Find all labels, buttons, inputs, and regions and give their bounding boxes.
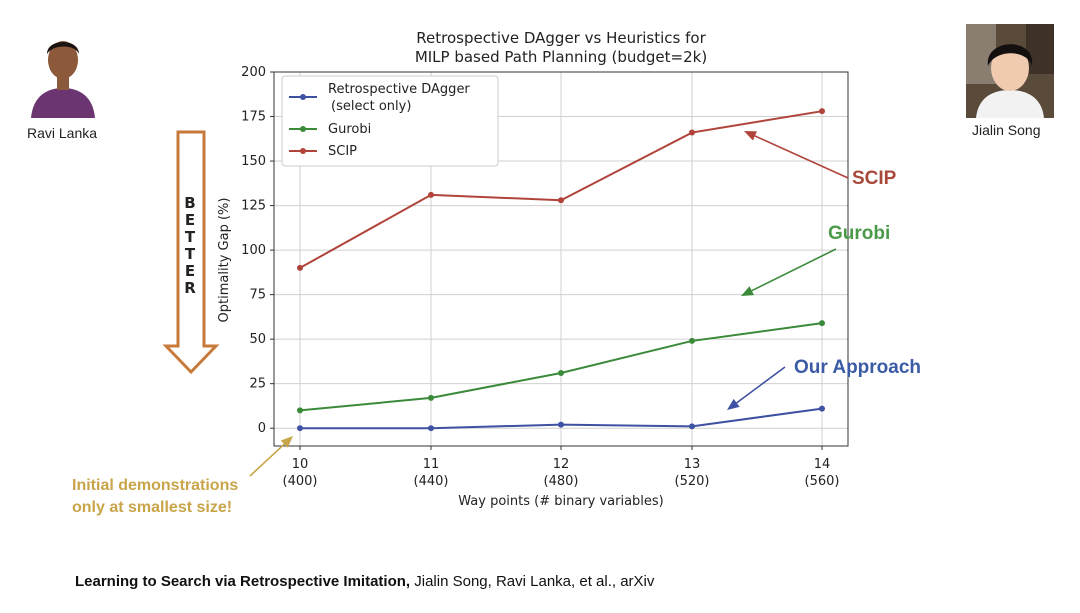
chart-title-line-1: Retrospective DAgger vs Heuristics for [416,29,706,47]
y-tick-label: 150 [241,154,266,169]
better-letter: E [184,211,196,229]
data-point [558,369,564,376]
chart-text: 0 25 50 75 100 125 150 175 200 10 (400) 11 (440) 12 (4… [217,29,839,509]
data-point [819,405,825,412]
y-tick-label: 100 [241,243,266,258]
citation-authors: Jialin Song, Ravi Lanka, et al., arXiv [410,573,655,590]
better-letter: R [184,279,196,297]
data-point [297,425,303,432]
gurobi-arrow-shaft [751,248,837,292]
better-letter: E [184,262,196,280]
legend-marker [300,94,306,100]
legend-marker [300,148,306,154]
legend-label: Gurobi [328,122,371,137]
x-tick-sublabel: (520) [675,474,710,489]
ours-arrow-head [727,398,740,410]
data-point [297,407,303,414]
y-tick-label: 175 [241,110,266,125]
scip-arrow-shaft [754,135,849,179]
note-line-1: Initial demonstrations [72,477,239,494]
legend-label-line-2: (select only) [331,99,411,114]
data-point [819,108,825,115]
x-tick-label: 14 [814,457,831,472]
x-tick-label: 11 [423,457,440,472]
note-arrow-head [280,436,293,448]
jialin-song-name: Jialin Song [972,122,1041,138]
data-point [558,197,564,204]
data-point [428,394,434,401]
x-tick-label: 12 [553,457,570,472]
legend-marker [300,126,306,132]
series [297,108,825,432]
citation: Learning to Search via Retrospective Imi… [75,573,654,590]
gurobi-callout: Gurobi [828,223,891,244]
note-arrow-shaft [249,443,285,477]
data-point [689,129,695,136]
legend: Retrospective DAgger (select only) Gurobi S… [281,75,499,167]
ours-arrow-shaft [736,366,786,404]
our-approach-callout: Our Approach [794,357,922,378]
chart-title-line-2: MILP based Path Planning (budget=2k) [415,48,707,66]
y-tick-label: 0 [258,421,266,436]
x-tick-label: 13 [684,457,701,472]
data-point [297,264,303,271]
legend-label: SCIP [328,144,357,159]
y-tick-label: 25 [249,377,266,392]
y-tick-label: 50 [249,332,266,347]
axes [270,71,849,450]
data-point [428,425,434,432]
better-letter: T [184,245,196,263]
ravi-lanka-photo [27,30,99,118]
y-axis-label: Optimality Gap (%) [217,198,232,323]
initial-demonstrations-note: Initial demonstrations only at smallest … [72,475,238,519]
scip-arrow-head [744,131,757,141]
data-point [689,423,695,430]
callout-arrows [249,131,849,477]
gurobi-arrow-head [741,286,754,296]
y-tick-label: 200 [241,65,266,80]
better-letter: B [184,194,196,212]
x-tick-sublabel: (440) [414,474,449,489]
x-tick-sublabel: (480) [544,474,579,489]
better-arrow-icon [162,130,220,375]
scip-callout: SCIP [852,168,897,189]
better-letter: T [184,228,196,246]
y-tick-label: 75 [249,288,266,303]
x-tick-label: 10 [292,457,309,472]
jialin-song-photo [966,24,1054,118]
citation-title: Learning to Search via Retrospective Imi… [75,573,411,590]
legend-box [281,75,499,167]
x-tick-sublabel: (560) [805,474,840,489]
data-point [689,337,695,344]
data-point [428,191,434,198]
y-tick-label: 125 [241,199,266,214]
x-tick-sublabel: (400) [283,474,318,489]
data-point [558,421,564,428]
legend-label: Retrospective DAgger [328,82,470,97]
ravi-lanka-name: Ravi Lanka [27,125,98,141]
note-line-2: only at smallest size! [72,499,233,516]
data-point [819,320,825,327]
x-axis-label: Way points (# binary variables) [458,494,664,509]
